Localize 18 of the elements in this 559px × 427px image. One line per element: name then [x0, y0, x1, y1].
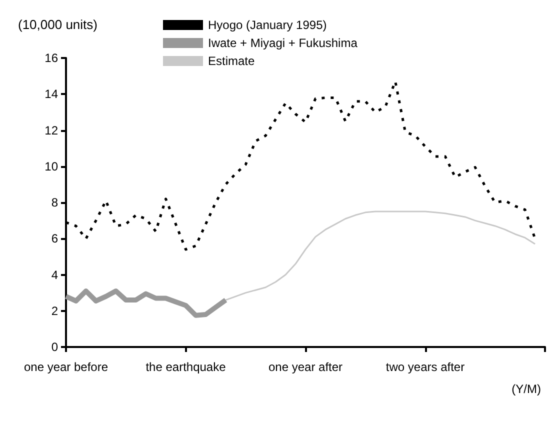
y-tick-label: 8 [51, 196, 58, 210]
y-axis-title: (10,000 units) [18, 17, 98, 32]
y-tick-label: 4 [51, 268, 58, 282]
x-axis-title: (Y/M) [512, 382, 542, 396]
y-tick-label: 10 [44, 159, 58, 174]
y-tick-label: 2 [51, 304, 58, 318]
x-tick-label: the earthquake [146, 360, 226, 374]
legend-label: Estimate [208, 54, 256, 68]
legend-label: Hyogo (January 1995) [208, 18, 327, 32]
x-tick-label: one year after [268, 360, 343, 374]
y-tick-label: 6 [51, 232, 58, 246]
y-tick-label: 0 [51, 340, 58, 354]
y-tick-label: 16 [44, 51, 58, 65]
y-tick-label: 12 [44, 123, 58, 138]
y-tick-label: 14 [44, 87, 58, 102]
x-tick-label: two years after [386, 360, 465, 374]
x-tick-label: one year before [24, 360, 108, 374]
legend-label: Iwate + Miyagi + Fukushima [208, 36, 358, 50]
